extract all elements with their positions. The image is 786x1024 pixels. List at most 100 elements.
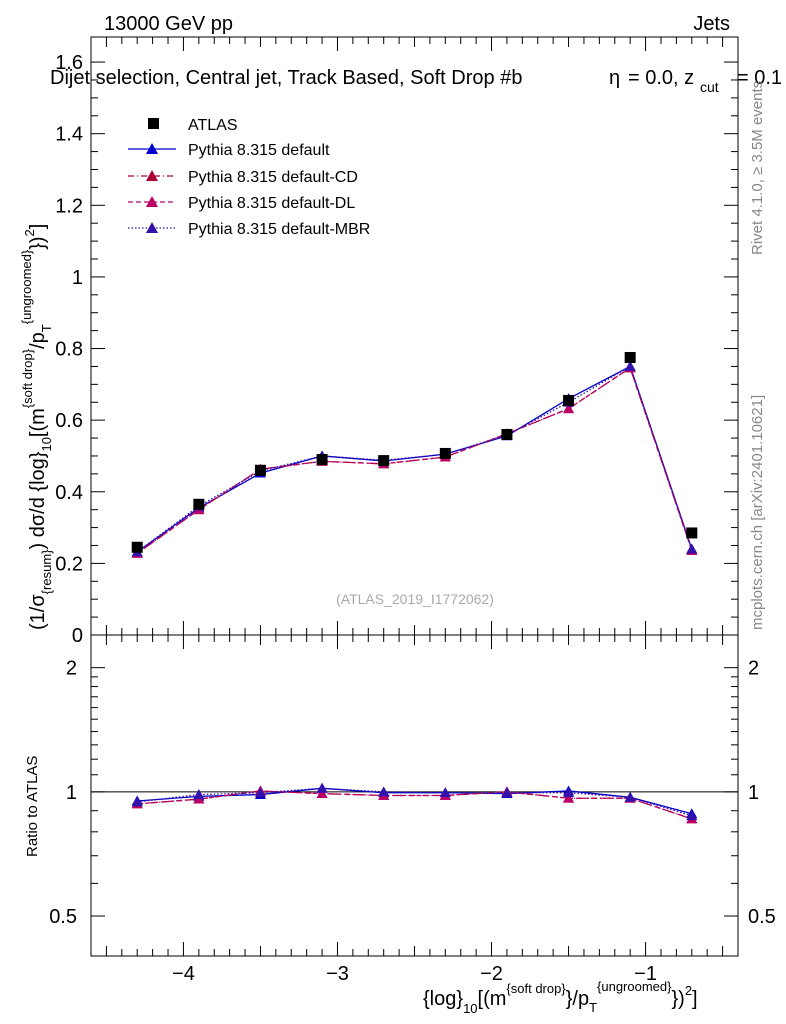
x-tick-label: −3: [326, 963, 349, 985]
ratio-point-mbr: [193, 789, 205, 799]
rivet-label: Rivet 4.1.0, ≥ 3.5M events: [749, 81, 766, 255]
beta-cut-text: = 0.0, z: [628, 67, 694, 89]
xlabel-softdrop: {soft drop}: [506, 981, 566, 996]
main-point-atlas: [439, 447, 451, 459]
main-y-tick-label: 1: [72, 267, 83, 289]
x-tick-label: −1: [634, 963, 657, 985]
ratio-point-mbr: [501, 787, 513, 798]
legend-cd-marker: [146, 170, 158, 181]
ylabel-pt: /p: [27, 332, 49, 349]
ratio-y-axis-label: Ratio to ATLAS: [24, 756, 41, 857]
x-axis-label: {log}10[(m{soft drop}}/pT{ungroomed}})2]: [423, 979, 698, 1016]
xlabel-pre: {log}: [423, 988, 463, 1010]
main-y-tick-label: 0.8: [55, 339, 83, 361]
main-point-atlas: [131, 541, 143, 553]
main-point-atlas: [254, 464, 266, 476]
main-point-atlas: [378, 455, 390, 467]
main-y-tick-label: 0: [72, 625, 83, 647]
ylabel-softdrop: {soft drop}: [20, 348, 35, 408]
ratio-point-mbr: [563, 787, 575, 798]
xlabel-T: T: [589, 1000, 597, 1015]
ylabel-pre: (1/σ: [27, 594, 49, 630]
ylabel-sq: 2: [22, 229, 37, 236]
selection-title: Dijet selection, Central jet, Track Base…: [50, 67, 782, 95]
ratio-point-dl: [316, 788, 328, 799]
header-energy-label: 13000 GeV pp: [104, 13, 233, 35]
ratio-series-line-mbr: [137, 787, 692, 817]
main-y-tick-label: 0.4: [55, 482, 83, 504]
legend-cd-label: Pythia 8.315 default-CD: [188, 169, 358, 186]
ratio-point-mbr: [624, 791, 636, 802]
ratio-point-dl: [563, 792, 575, 803]
zcut-value: = 0.1: [737, 67, 782, 89]
main-point-mbr: [624, 360, 636, 371]
main-point-dl: [563, 403, 575, 414]
ratio-y-tick-label-right: 0.5: [748, 906, 776, 928]
ratio-series-group: [131, 782, 698, 824]
ylabel-end: ]: [27, 224, 49, 230]
ylabel-mid: ) dσ/d {log}: [27, 451, 49, 549]
header-jets-label: Jets: [693, 13, 730, 35]
ratio-point-mbr: [131, 796, 143, 807]
analysis-watermark: (ATLAS_2019_I1772062): [336, 591, 494, 607]
main-series-group: [131, 351, 698, 558]
legend-mbr-marker: [146, 222, 158, 233]
ratio-point-mbr: [316, 782, 328, 793]
ylabel-resum: {resum}: [39, 549, 54, 594]
selection-title-text: Dijet selection, Central jet, Track Base…: [50, 67, 522, 89]
ratio-y-tick-label: 1: [66, 782, 77, 804]
main-series-line-default: [136, 365, 693, 553]
legend-default-label: Pythia 8.315 default: [188, 142, 330, 159]
xlabel-pt: }/p: [566, 988, 589, 1010]
ratio-series-line-dl: [137, 790, 692, 820]
legend-dl-marker: [146, 196, 158, 207]
legend-atlas-label: ATLAS: [188, 117, 238, 134]
ylabel-ungroomed: {ungroomed}: [19, 249, 34, 324]
ylabel-m: [(m: [27, 408, 49, 437]
main-y-tick-label: 1.4: [55, 124, 83, 146]
main-point-atlas: [686, 527, 698, 539]
ratio-y-tick-label: 0.5: [49, 906, 77, 928]
ratio-point-mbr: [686, 810, 698, 821]
ylabel-T: T: [39, 324, 54, 332]
main-point-atlas: [624, 351, 636, 363]
ratio-y-tick-label-right: 1: [748, 782, 759, 804]
main-y-tick-label: 0.2: [55, 553, 83, 575]
xlabel-m: [(m: [478, 988, 507, 1010]
main-y-tick-label: 1.2: [55, 195, 83, 217]
main-point-atlas: [501, 428, 513, 440]
zcut-subscript: cut: [700, 79, 719, 95]
xlabel-close: }): [671, 988, 684, 1010]
mcplots-label: mcplots.cern.ch [arXiv:2401.10621]: [749, 395, 766, 630]
xlabel-sub10: 10: [463, 1001, 477, 1016]
main-point-atlas: [563, 394, 575, 406]
xlabel-end: ]: [692, 988, 698, 1010]
x-tick-label: −2: [480, 963, 503, 985]
main-y-axis-label: (1/σ{resum}) dσ/d {log}10[(m{soft drop}/…: [19, 224, 54, 630]
x-axis-ticks: −4 −3 −2 −1: [105, 37, 724, 985]
xlabel-ungroomed: {ungroomed}: [597, 979, 672, 994]
main-point-atlas: [193, 498, 205, 510]
legend: ATLAS Pythia 8.315 default Pythia 8.315 …: [128, 117, 370, 238]
main-axis-ticks: 0 0.2 0.4 0.6 0.8 1 1.2 1.4 1.6: [55, 52, 738, 647]
main-series-line-mbr: [136, 365, 693, 553]
eta-symbol: η: [609, 67, 620, 89]
legend-atlas-marker: [148, 118, 159, 129]
ratio-point-mbr: [439, 787, 451, 798]
main-point-atlas: [316, 454, 328, 466]
main-y-tick-label: 0.6: [55, 410, 83, 432]
ylabel-close: }): [27, 236, 49, 249]
legend-default-marker: [146, 143, 158, 154]
ratio-point-mbr: [254, 787, 266, 798]
ratio-y-tick-label-right: 2: [748, 658, 759, 680]
xlabel-sq: 2: [685, 983, 692, 998]
legend-mbr-label: Pythia 8.315 default-MBR: [188, 221, 370, 238]
x-tick-label: −4: [172, 963, 195, 985]
ratio-y-tick-label: 2: [66, 658, 77, 680]
ylabel-sub10: 10: [39, 437, 54, 451]
legend-dl-label: Pythia 8.315 default-DL: [188, 195, 355, 212]
main-point-mbr: [686, 543, 698, 554]
main-y-tick-label: 1.6: [55, 52, 83, 74]
ratio-point-mbr: [378, 786, 390, 797]
